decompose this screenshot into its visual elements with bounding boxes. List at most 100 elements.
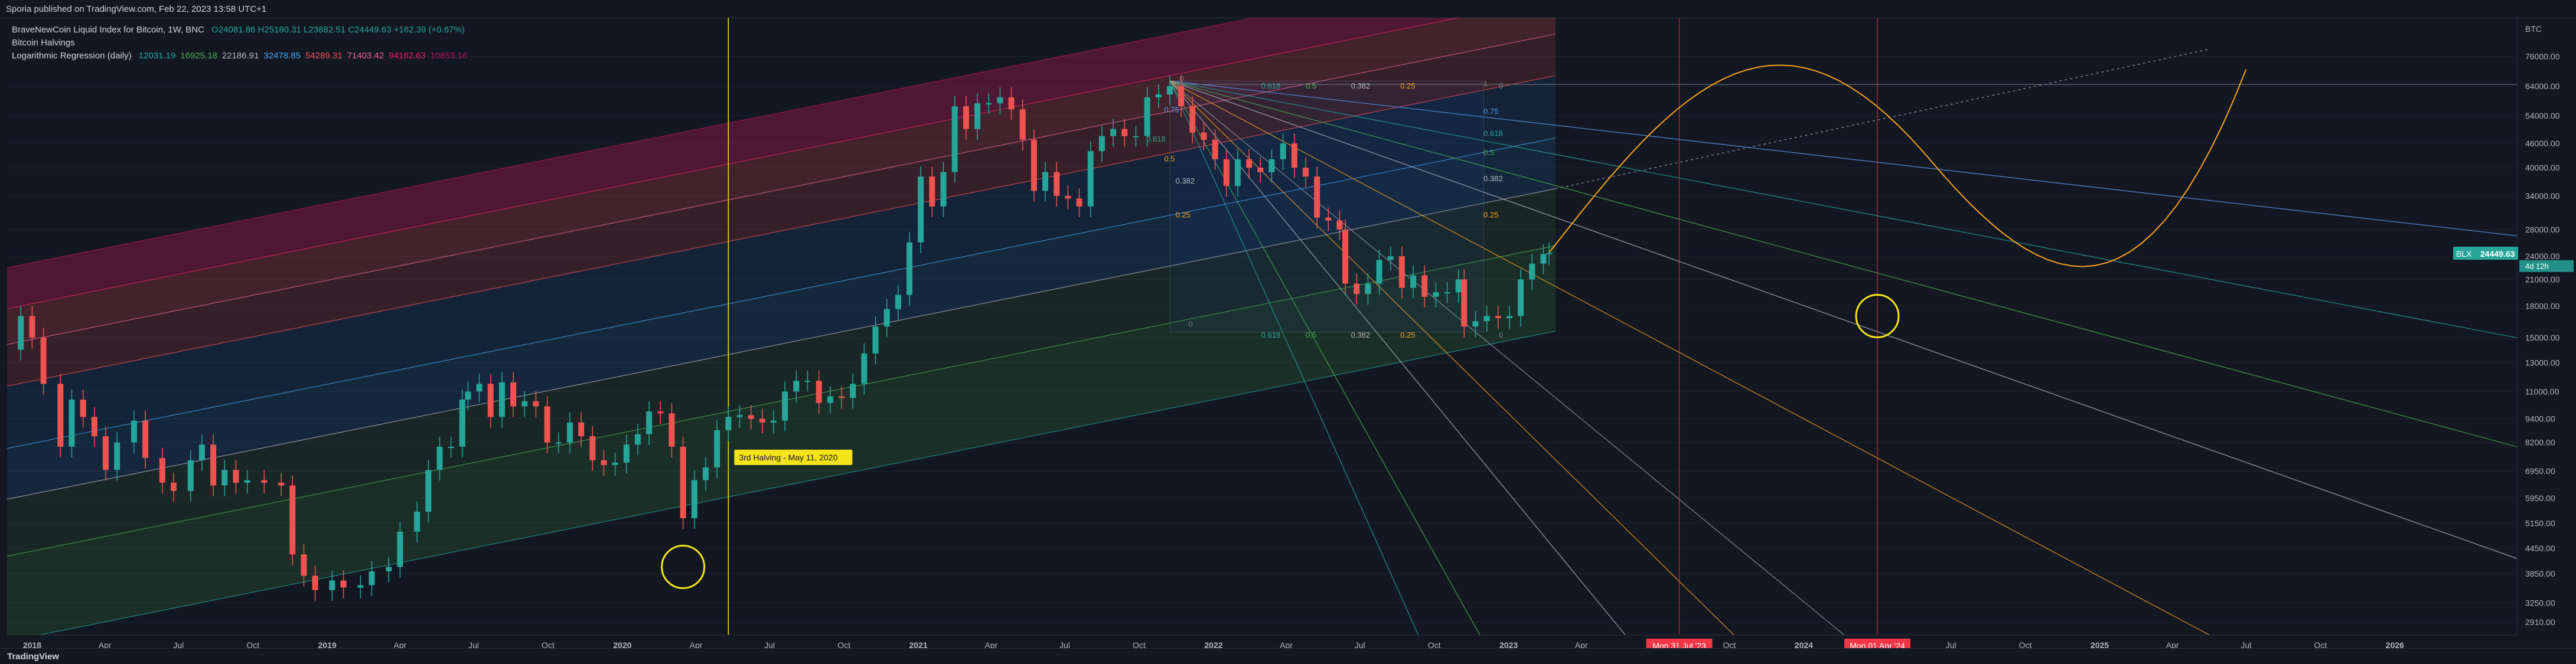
candle-body: [1461, 279, 1468, 327]
price-tick-label: 28000.00: [2525, 225, 2560, 234]
candle-body: [1472, 321, 1479, 327]
regression-value: 16925.18: [180, 51, 217, 61]
candle-body: [623, 444, 630, 463]
candle-body: [907, 242, 913, 295]
fan-label: 0.5: [1483, 148, 1494, 157]
candle-body: [1291, 143, 1297, 168]
candle-body: [736, 415, 743, 417]
halvings-indicator[interactable]: Bitcoin Halvings: [12, 37, 467, 50]
price-tick-label: 54000.00: [2525, 111, 2560, 120]
regression-line: [7, 75, 1556, 387]
time-tick-label: 2020: [613, 640, 631, 650]
time-tick-label: Apr: [99, 640, 112, 650]
price-tick-label: 40000.00: [2525, 163, 2560, 172]
badge-price: 24449.63: [2480, 248, 2515, 259]
candle-body: [589, 436, 596, 460]
candle-body: [1042, 172, 1049, 191]
highlight-circle-covid: [661, 545, 706, 590]
regression-band-red-mid: [7, 18, 1556, 345]
candle-body: [476, 384, 482, 392]
price-tick-label: 2910.00: [2525, 617, 2555, 627]
candle-body: [187, 460, 194, 491]
fan-label: 0.382: [1483, 174, 1503, 183]
candle-body: [1483, 316, 1490, 322]
publish-header: Sporia published on TradingView.com, Feb…: [0, 0, 2576, 18]
time-tick-label: 2024: [1795, 640, 1813, 650]
symbol-row: BraveNewCoin Liquid Index for Bitcoin, 1…: [12, 24, 467, 37]
time-tick-label: 2022: [1204, 640, 1222, 650]
time-tick-label: Jul: [1946, 640, 1957, 650]
candle-body: [69, 400, 75, 447]
time-tick-label: Oct: [2314, 640, 2327, 650]
candle-body: [1133, 136, 1139, 138]
candle-body: [827, 396, 833, 403]
fib-label-bottom: 0.618: [1261, 331, 1281, 339]
candle-body: [1031, 139, 1037, 191]
candle-body: [131, 420, 137, 443]
candle-body: [680, 446, 686, 518]
countdown-text: 4d 12h: [2525, 262, 2549, 271]
candle-body: [103, 436, 109, 470]
time-tick-label: Apr: [394, 640, 407, 650]
symbol-title[interactable]: BraveNewCoin Liquid Index for Bitcoin, 1…: [12, 25, 204, 35]
fib-label-top: 0.382: [1351, 81, 1371, 90]
candle-body: [386, 567, 392, 571]
candle-body: [1518, 279, 1524, 316]
candle-body: [861, 353, 868, 384]
candle-body: [1121, 129, 1128, 136]
candle-body: [1223, 159, 1230, 187]
candle-body: [1054, 172, 1060, 196]
candle-body: [782, 391, 788, 421]
tradingview-logo[interactable]: TradingView: [7, 652, 60, 662]
candle-body: [340, 580, 347, 588]
regression-value: 10853.16: [430, 51, 468, 61]
candle-body: [436, 446, 443, 470]
candle-body: [1178, 86, 1185, 107]
candle-body: [1398, 256, 1405, 288]
candle-body: [278, 482, 285, 486]
fan-line: [1169, 80, 1481, 635]
badge-symbol: BLX: [2456, 248, 2472, 259]
fan-label: 1: [1175, 79, 1179, 88]
fib-box: [1169, 80, 1484, 333]
price-axis-currency: BTC: [2525, 24, 2542, 34]
fan-line: [1169, 80, 2517, 237]
time-tick-label: Jul: [173, 640, 184, 650]
fan-line: [1169, 80, 1845, 635]
fib-label-top: 0.618: [1261, 81, 1281, 90]
price-tick-label: 15000.00: [2525, 333, 2560, 342]
fib-label-top: 0: [1499, 81, 1503, 90]
candle-body: [233, 470, 239, 483]
candle-body: [601, 460, 607, 465]
candle-body: [1076, 198, 1082, 207]
price-tick-label: 4450.00: [2525, 544, 2555, 553]
candle-body: [929, 176, 935, 207]
candle-body: [159, 457, 165, 483]
time-tick-label: Jul: [764, 640, 775, 650]
regression-band-red: [7, 34, 1556, 387]
chart-legend: BraveNewCoin Liquid Index for Bitcoin, 1…: [12, 24, 467, 63]
candle-body: [18, 316, 24, 350]
time-tick-label: 2021: [909, 640, 928, 650]
candle-body: [714, 430, 720, 467]
price-tick-label: 6950.00: [2525, 466, 2555, 476]
regression-band-blue: [7, 138, 1556, 499]
time-tick-label: Apr: [984, 640, 997, 650]
candle-body: [771, 420, 777, 423]
halving-label-text: 3rd Halving - May 11, 2020: [739, 453, 837, 462]
candle-body: [57, 384, 64, 447]
fan-line: [1169, 80, 1419, 635]
regression-value: 22186.91: [221, 51, 259, 61]
candle-body: [29, 316, 35, 338]
time-tick-label: Oct: [542, 640, 555, 650]
regression-line: [7, 138, 1556, 449]
candle-body: [793, 381, 800, 392]
candle-body: [1212, 139, 1218, 159]
candle-body: [702, 467, 709, 480]
regression-indicator[interactable]: Logarithmic Regression (daily) 12031.19 1…: [12, 50, 467, 63]
candle-body: [465, 391, 471, 400]
candle-body: [459, 400, 465, 447]
candle-body: [1110, 129, 1117, 136]
regression-band-blue-light: [7, 76, 1556, 449]
